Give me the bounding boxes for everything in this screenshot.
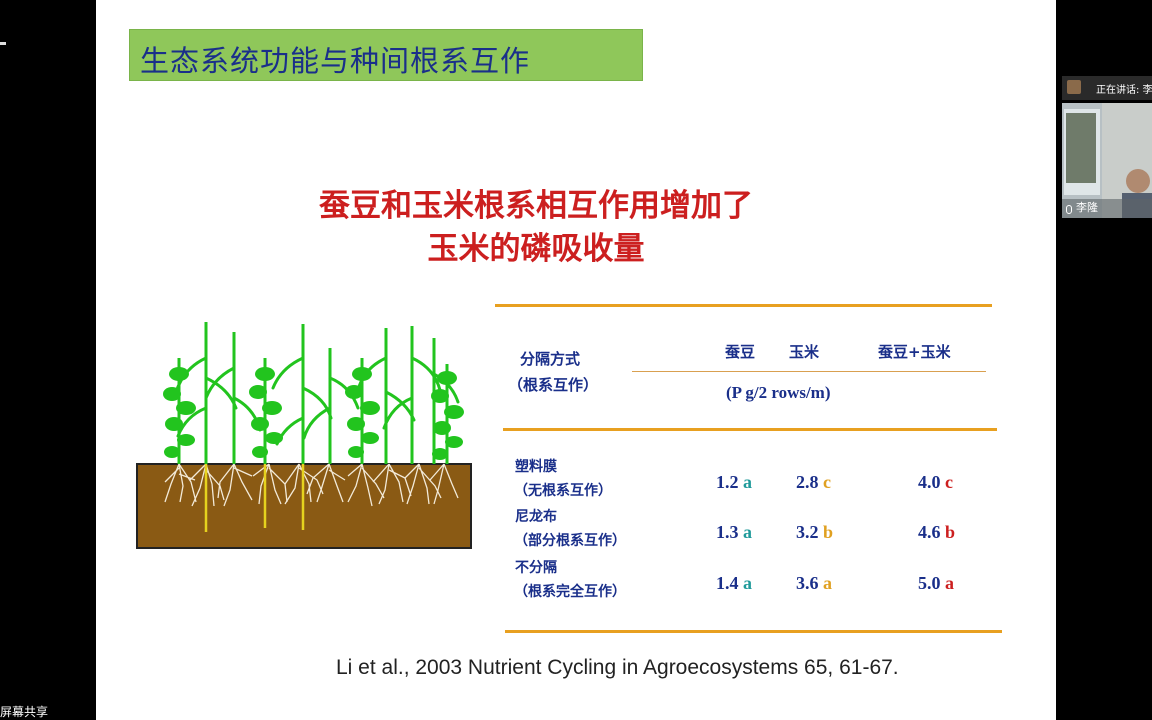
- table-cell: 2.8 c: [796, 472, 831, 493]
- table-cell: 4.0 c: [918, 472, 953, 493]
- table-middle-rule: [503, 428, 997, 431]
- col-header-maize: 玉米: [789, 343, 820, 361]
- cell-value: 1.2: [716, 472, 739, 492]
- cell-value: 1.4: [716, 573, 739, 593]
- cell-value: 3.2: [796, 522, 819, 542]
- row-method-sublabel: （无根系互作）: [514, 483, 612, 499]
- cell-value: 4.6: [918, 522, 941, 542]
- table-top-rule: [495, 304, 992, 307]
- significance-letter: a: [743, 573, 752, 593]
- section-title-box: 生态系统功能与种间根系互作: [129, 29, 643, 81]
- significance-letter: a: [823, 573, 832, 593]
- cell-value: 1.3: [716, 522, 739, 542]
- headline-line-1: 蚕豆和玉米根系相互作用增加了: [319, 188, 753, 224]
- significance-letter: c: [823, 472, 831, 492]
- cell-value: 3.6: [796, 573, 819, 593]
- root-system: [164, 463, 459, 507]
- significance-letter: b: [823, 522, 834, 542]
- col-header-broad-bean: 蚕豆: [725, 343, 756, 361]
- corn-taproots: [204, 464, 305, 532]
- significance-letter: b: [945, 522, 956, 542]
- corn-leaves: [174, 356, 460, 446]
- citation: Li et al., 2003 Nutrient Cycling in Agro…: [336, 656, 899, 679]
- table-cell: 5.0 a: [918, 573, 954, 594]
- intercrop-root-illustration: [136, 322, 472, 549]
- row-method-label: 塑料膜: [515, 459, 557, 475]
- significance-letter: a: [743, 472, 752, 492]
- row-method-label: 不分隔: [515, 560, 557, 576]
- significance-letter: c: [945, 472, 953, 492]
- row-method-sublabel: （部分根系互作）: [514, 533, 626, 549]
- microphone-icon: [1066, 205, 1072, 214]
- header-thin-rule: [632, 371, 986, 372]
- active-speaker-bar[interactable]: 正在讲话: 李: [1062, 76, 1152, 100]
- video-scene: [1062, 103, 1152, 218]
- table-cell: 4.6 b: [918, 522, 955, 543]
- table-bottom-rule: [505, 630, 1002, 633]
- table-cell: 1.2 a: [716, 472, 752, 493]
- cell-value: 4.0: [918, 472, 941, 492]
- significance-letter: a: [743, 522, 752, 542]
- participant-name: 李隆: [1076, 201, 1098, 214]
- table-cell: 3.6 a: [796, 573, 832, 594]
- panel-indicator: [0, 42, 6, 45]
- significance-letter: a: [945, 573, 954, 593]
- speaker-status-text: 正在讲话: 李: [1096, 85, 1152, 96]
- bean-leaves: [163, 367, 464, 460]
- participant-video[interactable]: 李隆: [1062, 103, 1152, 218]
- presentation-slide: 生态系统功能与种间根系互作 蚕豆和玉米根系相互作用增加了 玉米的磷吸收量: [96, 0, 1056, 720]
- cell-value: 5.0: [918, 573, 941, 593]
- unit-label: (P g/2 rows/m): [726, 383, 831, 402]
- section-title: 生态系统功能与种间根系互作: [140, 44, 531, 78]
- col-header-bean-maize: 蚕豆+玉米: [878, 343, 951, 361]
- method-header: 分隔方式: [520, 350, 581, 368]
- cell-value: 2.8: [796, 472, 819, 492]
- speaker-avatar: [1067, 80, 1081, 94]
- left-panel: [0, 0, 96, 720]
- table-cell: 3.2 b: [796, 522, 833, 543]
- table-cell: 1.3 a: [716, 522, 752, 543]
- headline-line-2: 玉米的磷吸收量: [427, 231, 645, 267]
- method-header-sub: （根系互作）: [508, 376, 599, 394]
- row-method-label: 尼龙布: [515, 509, 557, 525]
- screen-share-label[interactable]: 屏幕共享: [0, 705, 49, 719]
- table-cell: 1.4 a: [716, 573, 752, 594]
- row-method-sublabel: （根系完全互作）: [514, 584, 626, 600]
